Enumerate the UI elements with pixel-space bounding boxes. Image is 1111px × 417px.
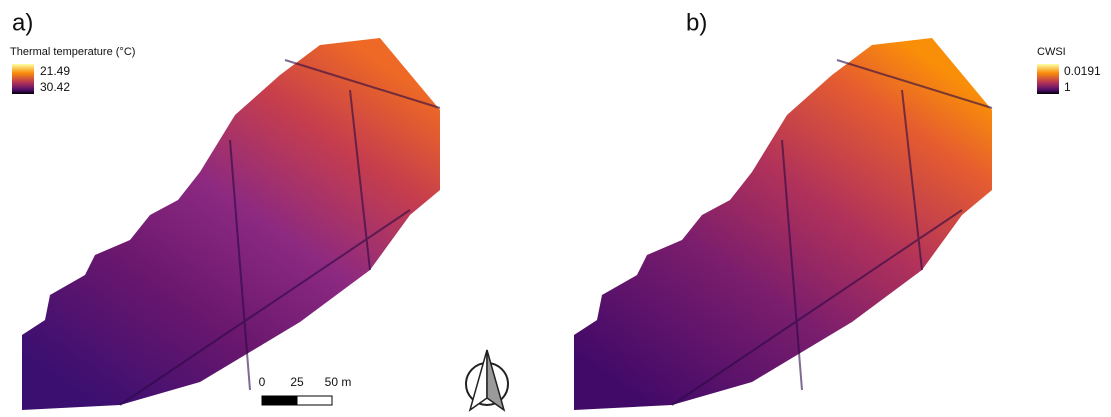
field-map (574, 38, 992, 410)
legend-ramp (1037, 64, 1059, 94)
scale-segment (262, 396, 297, 405)
scale-label: 25 (290, 375, 304, 389)
panel-label: a) (12, 9, 33, 36)
legend-title: Thermal temperature (°C) (10, 46, 135, 58)
north-arrow (466, 350, 508, 410)
scale-segment (297, 396, 332, 405)
scale-bar: 0 25 50 m (259, 375, 352, 405)
legend-max: 0.0191 (1064, 64, 1101, 78)
legend-min: 30.42 (40, 80, 70, 94)
figure: a) Thermal temperature (°C) 21.49 30.42 … (0, 0, 1111, 417)
legend-title: CWSI (1037, 46, 1066, 58)
panel-label: b) (686, 9, 707, 36)
legend-max: 21.49 (40, 64, 70, 78)
panel-b: b) CWSI 0.0191 1 (574, 9, 1101, 410)
legend-min: 1 (1064, 80, 1071, 94)
scale-label: 50 m (325, 375, 352, 389)
legend-ramp (12, 64, 34, 94)
field-map (22, 38, 440, 410)
panel-a: a) Thermal temperature (°C) 21.49 30.42 (10, 9, 440, 410)
scale-label: 0 (259, 375, 266, 389)
